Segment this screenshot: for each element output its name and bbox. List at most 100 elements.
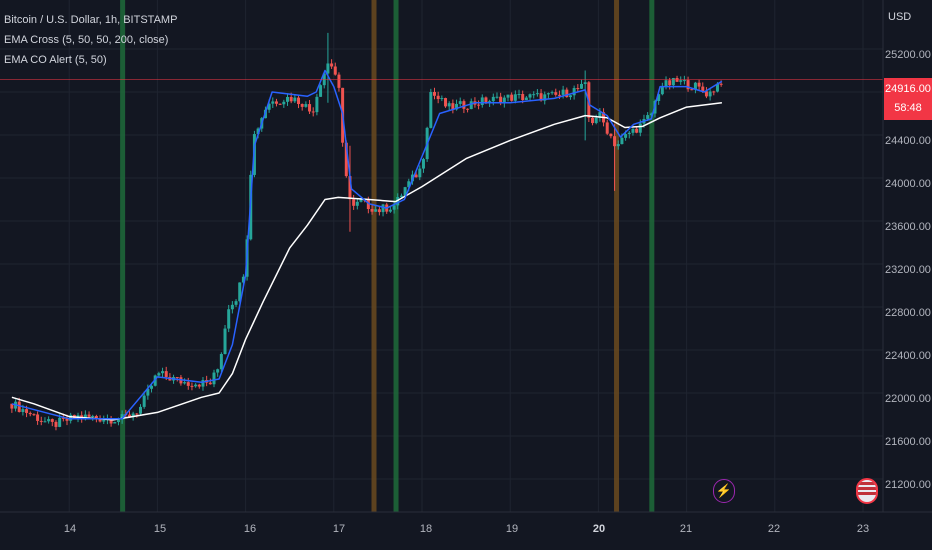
candle-body — [579, 83, 583, 89]
cross-up-band — [393, 0, 399, 512]
candle-body — [414, 174, 418, 178]
candle-body — [308, 104, 312, 112]
symbol-title[interactable]: Bitcoin / U.S. Dollar, 1h, BITSTAMP — [4, 14, 178, 26]
candle-body — [462, 101, 466, 109]
candle-body — [157, 373, 161, 376]
candle-body — [65, 418, 69, 421]
candle-body — [98, 418, 102, 422]
candle-body — [671, 78, 675, 86]
candle-body — [557, 94, 561, 96]
candle-body — [399, 195, 403, 198]
candle-body — [532, 94, 536, 96]
candle-body — [543, 94, 547, 101]
date-tick: 15 — [153, 523, 167, 535]
candle-body — [326, 63, 330, 74]
candle-body — [521, 94, 525, 101]
ema-slow-line — [11, 102, 722, 421]
candle-body — [109, 418, 113, 424]
candle-body — [230, 304, 234, 310]
candle-body — [664, 80, 668, 88]
candle-body — [495, 96, 499, 98]
lightning-icon[interactable]: ⚡ — [713, 479, 735, 503]
cross-down-band — [614, 0, 620, 512]
currency-label[interactable]: USD — [888, 11, 912, 23]
candle-body — [649, 113, 653, 116]
candle-body — [576, 88, 580, 90]
candle-body — [583, 82, 587, 84]
price-tick: 24000.00 — [885, 178, 931, 190]
candle-body — [201, 380, 205, 387]
candle-body — [444, 98, 448, 107]
cross-up-band — [120, 0, 126, 512]
candle-body — [458, 101, 462, 104]
candle-body — [403, 187, 407, 196]
ema-lines — [0, 69, 883, 421]
candle-body — [120, 414, 124, 420]
candle-body — [638, 123, 642, 133]
candle-body — [164, 371, 168, 377]
candle-body — [102, 419, 106, 422]
us-flag-icon[interactable] — [856, 478, 878, 504]
candle-body — [234, 301, 238, 305]
candle-body — [561, 89, 565, 95]
candle-body — [528, 94, 532, 98]
candle-body — [131, 413, 135, 417]
candle-body — [69, 414, 73, 421]
candle-body — [282, 101, 286, 105]
candle-body — [440, 98, 444, 100]
grid-lines — [0, 0, 883, 512]
candle-body — [418, 168, 422, 178]
candle-body — [271, 101, 275, 104]
candle-body — [627, 132, 631, 135]
candle-body — [216, 369, 220, 373]
candle-body — [333, 66, 337, 75]
candle-body — [616, 144, 620, 147]
candle-body — [469, 101, 473, 110]
candle-body — [91, 415, 95, 417]
candle-body — [127, 414, 131, 417]
candle-body — [54, 421, 58, 427]
price-tick: 23200.00 — [885, 264, 931, 276]
candle-body — [708, 91, 712, 97]
candle-body — [183, 382, 187, 384]
ema-cross-bands — [120, 0, 655, 512]
candle-body — [499, 96, 503, 104]
candle-body — [550, 92, 554, 94]
candle-body — [598, 112, 602, 118]
candle-body — [43, 421, 47, 423]
candle-body — [359, 199, 363, 202]
candle-body — [355, 201, 359, 206]
candle-body — [719, 83, 723, 85]
candle-body — [510, 94, 514, 101]
candle-body — [32, 414, 36, 416]
candle-body — [337, 74, 341, 88]
candle-body — [477, 104, 481, 106]
candle-body — [135, 413, 139, 415]
candle-body — [186, 382, 190, 386]
candle-body — [491, 96, 495, 102]
date-tick-bold: 20 — [592, 523, 606, 535]
candle-body — [451, 103, 455, 110]
candle-body — [297, 97, 301, 105]
indicator-ema-co-alert[interactable]: EMA CO Alert (5, 50) — [4, 54, 107, 66]
candle-body — [175, 377, 179, 379]
candle-body — [300, 104, 304, 107]
candle-body — [381, 204, 385, 213]
candle-body — [436, 95, 440, 100]
candle-body — [539, 93, 543, 101]
candle-body — [591, 117, 595, 124]
candle-body — [161, 371, 165, 374]
candle-body — [407, 181, 411, 188]
candle-body — [87, 414, 91, 417]
price-tick: 25200.00 — [885, 49, 931, 61]
indicator-ema-cross[interactable]: EMA Cross (5, 50, 50, 200, close) — [4, 34, 169, 46]
candle-body — [594, 117, 598, 124]
bar-countdown: 58:48 — [894, 102, 922, 114]
price-tick: 23600.00 — [885, 221, 931, 233]
candle-body — [679, 80, 683, 82]
candle-body — [609, 133, 613, 137]
candle-body — [517, 94, 521, 96]
candle-body — [190, 385, 194, 387]
